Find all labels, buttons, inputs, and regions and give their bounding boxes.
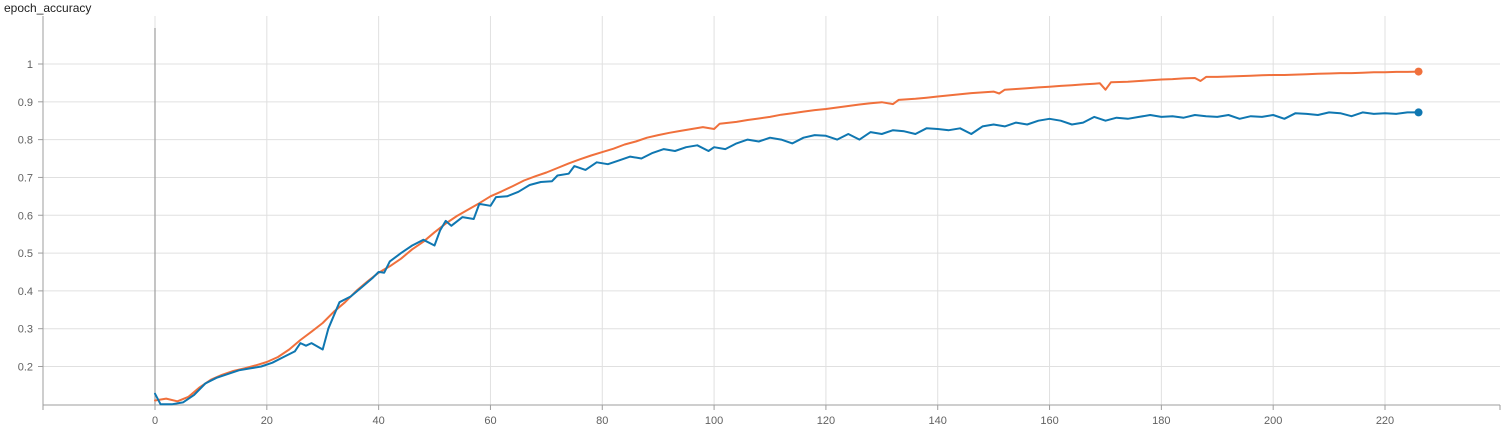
series-endpoint-0: [1414, 67, 1423, 76]
y-tick-label: 1: [27, 59, 33, 71]
y-tick-label: 0.6: [18, 210, 33, 222]
y-tick-label: 0.2: [18, 362, 33, 374]
x-tick-label: 120: [817, 415, 835, 427]
x-tick-label: 40: [373, 415, 385, 427]
y-tick-label: 0.5: [18, 248, 33, 260]
y-tick-label: 0.4: [18, 286, 33, 298]
grid-lines: [43, 16, 1500, 405]
series-line-0: [154, 70, 1420, 403]
x-axis-ticks: 0 20 40 60 80 100 120 140 160 180 200 220: [42, 405, 1501, 427]
series-endpoint-1: [1414, 108, 1423, 117]
x-tick-label: 200: [1264, 415, 1282, 427]
y-tick-label: 0.7: [18, 172, 33, 184]
y-tick-label: 0.8: [18, 135, 33, 147]
x-tick-label: 100: [705, 415, 723, 427]
x-tick-label: 20: [261, 415, 273, 427]
axes: [42, 16, 1500, 406]
x-tick-label: 140: [929, 415, 947, 427]
x-tick-label: 80: [596, 415, 608, 427]
y-tick-label: 0.9: [18, 97, 33, 109]
x-tick-label: 160: [1040, 415, 1058, 427]
chart-title: epoch_accuracy: [4, 1, 92, 15]
series-lines: [154, 67, 1423, 406]
y-axis-ticks: 0.2 0.3 0.4 0.5 0.6 0.7 0.8 0.9 1: [18, 59, 43, 374]
series-line-1: [154, 111, 1420, 406]
x-tick-label: 0: [152, 415, 158, 427]
y-tick-label: 0.3: [18, 324, 33, 336]
x-tick-label: 220: [1376, 415, 1394, 427]
x-tick-label: 60: [484, 415, 496, 427]
x-tick-label: 180: [1152, 415, 1170, 427]
